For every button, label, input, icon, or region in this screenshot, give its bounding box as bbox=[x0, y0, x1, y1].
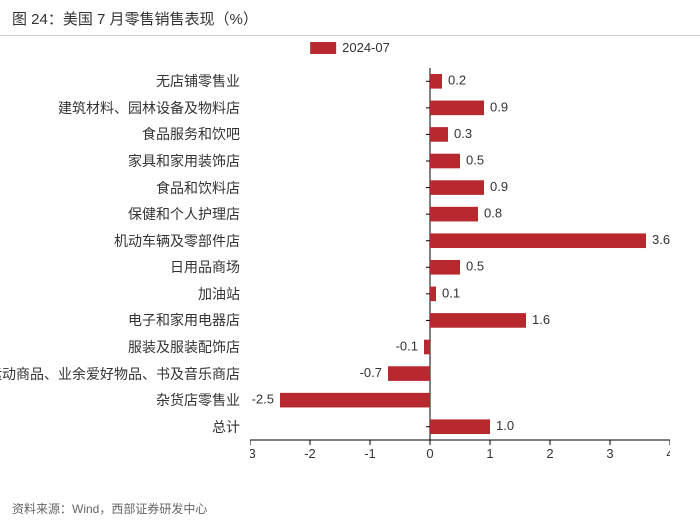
category-label: 食品和饮料店 bbox=[156, 178, 240, 198]
legend-label: 2024-07 bbox=[342, 40, 390, 55]
category-label: 杂货店零售业 bbox=[156, 390, 240, 410]
category-label: 机动车辆及零部件店 bbox=[114, 231, 240, 251]
legend: 2024-07 bbox=[310, 40, 390, 55]
category-label: 无店铺零售业 bbox=[156, 71, 240, 91]
bar-chart: -3 -2 -1 0 1 2 3 4 0.2 0.9 0.3 0.5 0.9 0.8 3.6 0.5 0.1 1.… bbox=[250, 64, 670, 466]
bar-value-label: 0.5 bbox=[466, 259, 484, 274]
bar bbox=[430, 260, 460, 275]
x-tick-label: 3 bbox=[606, 446, 613, 461]
bar-value-label: 0.1 bbox=[442, 285, 460, 300]
chart-title: 图 24：美国 7 月零售销售表现（%） bbox=[0, 0, 700, 36]
x-tick-label: -3 bbox=[250, 446, 256, 461]
x-tick-label: 0 bbox=[426, 446, 433, 461]
figure-container: 图 24：美国 7 月零售销售表现（%） 2024-07 无店铺零售业建筑材料、… bbox=[0, 0, 700, 523]
category-label: 服装及服装配饰店 bbox=[128, 337, 240, 357]
bar-value-label: -2.5 bbox=[252, 392, 274, 407]
category-label: 电子和家用电器店 bbox=[128, 310, 240, 330]
bar-value-label: 0.9 bbox=[490, 179, 508, 194]
bar-value-label: 0.2 bbox=[448, 73, 466, 88]
source-text: 资料来源：Wind，西部证券研发中心 bbox=[12, 500, 207, 517]
bar bbox=[430, 207, 478, 222]
bar-value-label: 0.8 bbox=[484, 206, 502, 221]
x-tick-label: 2 bbox=[546, 446, 553, 461]
bar-value-label: 0.3 bbox=[454, 126, 472, 141]
bar bbox=[430, 419, 490, 434]
bar-value-label: 0.9 bbox=[490, 99, 508, 114]
bar bbox=[430, 180, 484, 195]
category-label: 家具和家用装饰店 bbox=[128, 151, 240, 171]
bar-value-label: 0.5 bbox=[466, 152, 484, 167]
x-tick-label: -1 bbox=[364, 446, 376, 461]
category-label: 总计 bbox=[212, 417, 240, 437]
bar bbox=[430, 74, 442, 89]
bar bbox=[280, 393, 430, 408]
bar-value-label: -0.1 bbox=[396, 338, 418, 353]
bar bbox=[430, 101, 484, 116]
category-label: 运动商品、业余爱好物品、书及音乐商店 bbox=[0, 364, 240, 384]
bar-value-label: 3.6 bbox=[652, 232, 670, 247]
bar-value-label: 1.6 bbox=[532, 312, 550, 327]
bar bbox=[430, 154, 460, 169]
category-label: 日用品商场 bbox=[170, 257, 240, 277]
x-tick-label: -2 bbox=[304, 446, 316, 461]
x-tick-label: 4 bbox=[666, 446, 670, 461]
category-label: 保健和个人护理店 bbox=[128, 204, 240, 224]
x-tick-label: 1 bbox=[486, 446, 493, 461]
bar-value-label: 1.0 bbox=[496, 418, 514, 433]
bar bbox=[430, 287, 436, 302]
bar bbox=[430, 233, 646, 248]
category-label: 食品服务和饮吧 bbox=[142, 124, 240, 144]
bar-value-label: -0.7 bbox=[360, 365, 382, 380]
legend-swatch bbox=[310, 42, 336, 54]
bar bbox=[430, 313, 526, 328]
category-label: 建筑材料、园林设备及物料店 bbox=[58, 98, 240, 118]
bar bbox=[388, 366, 430, 381]
bar bbox=[430, 127, 448, 142]
category-label: 加油站 bbox=[198, 284, 240, 304]
bar bbox=[424, 340, 430, 355]
